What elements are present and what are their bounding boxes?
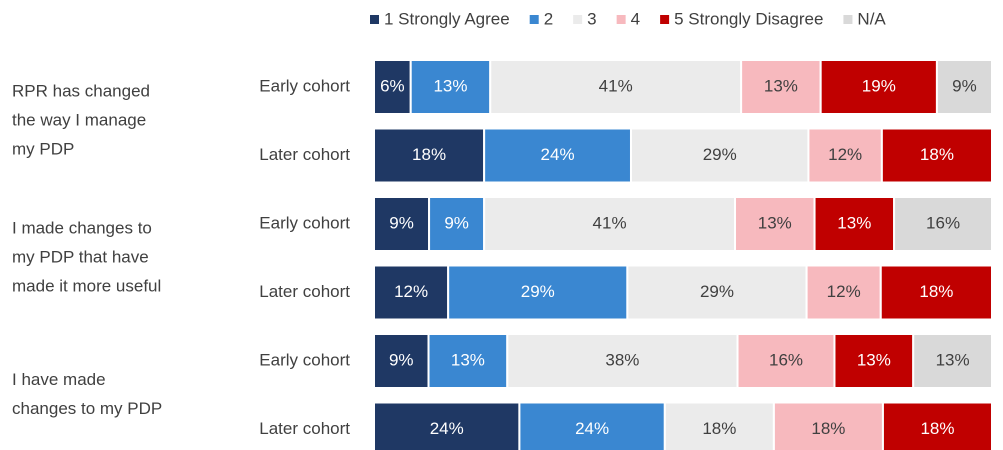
data-label: 12%	[827, 282, 861, 301]
data-label: 24%	[575, 419, 609, 438]
bar-segment	[483, 127, 632, 184]
bar-segment	[626, 264, 808, 321]
question-label: made it more useful	[12, 277, 161, 296]
legend-swatch	[616, 15, 626, 24]
bar-segment	[935, 59, 993, 115]
y-tick-label: Early cohort	[259, 213, 350, 232]
legend-label: 1 Strongly Agree	[384, 9, 510, 28]
legend-swatch	[843, 15, 853, 24]
bar-segment	[879, 264, 994, 321]
legend-label: 3	[587, 9, 596, 28]
question-label: changes to my PDP	[12, 399, 162, 418]
legend-label: 4	[631, 9, 640, 28]
data-label: 29%	[703, 145, 737, 164]
legend-label: 2	[544, 9, 553, 28]
data-label: 18%	[919, 282, 953, 301]
y-tick-label: Later cohort	[259, 419, 350, 438]
bar-segment	[447, 264, 629, 321]
bar-segment	[912, 333, 993, 389]
bar-segment	[833, 333, 915, 389]
bar-segment	[409, 59, 492, 115]
data-label: 18%	[412, 145, 446, 164]
data-label: 13%	[433, 76, 467, 95]
bar-segment	[373, 127, 486, 184]
data-label: 12%	[828, 145, 862, 164]
legend-swatch	[370, 15, 379, 24]
question-label: RPR has changed	[12, 82, 150, 101]
legend-swatch	[529, 15, 539, 24]
data-label: 18%	[811, 419, 845, 438]
data-label: 19%	[862, 76, 896, 95]
legend-label: 5 Strongly Disagree	[674, 9, 823, 28]
data-label: 13%	[758, 213, 792, 232]
bar-segment	[805, 264, 882, 321]
data-label: 13%	[837, 213, 871, 232]
bar-segment	[373, 59, 412, 115]
bar-segment	[880, 127, 993, 184]
bar-segment	[373, 401, 521, 450]
data-label: 18%	[920, 145, 954, 164]
y-tick-label: Later cohort	[259, 145, 350, 164]
data-label: 41%	[599, 76, 633, 95]
data-label: 16%	[926, 213, 960, 232]
bar-segment	[489, 59, 743, 115]
bar-segment	[893, 196, 993, 252]
y-tick-label: Early cohort	[259, 76, 350, 95]
data-label: 9%	[389, 350, 414, 369]
data-label: 38%	[605, 350, 639, 369]
data-label: 13%	[451, 350, 485, 369]
data-label: 13%	[936, 350, 970, 369]
bar-segment	[373, 333, 430, 389]
data-label: 9%	[444, 213, 469, 232]
legend-label: N/A	[857, 9, 886, 28]
data-label: 13%	[764, 76, 798, 95]
y-tick-label: Later cohort	[259, 282, 350, 301]
legend-swatch	[573, 15, 583, 24]
data-label: 12%	[394, 282, 428, 301]
data-label: 24%	[541, 145, 575, 164]
question-label: I have made	[12, 370, 106, 389]
legend-swatch	[660, 15, 670, 24]
data-label: 6%	[380, 76, 405, 95]
data-label: 9%	[389, 213, 414, 232]
bar-segment	[772, 401, 884, 450]
bar-segment	[518, 401, 666, 450]
question-label: my PDP	[12, 140, 74, 159]
bar-segment	[483, 196, 737, 252]
data-label: 9%	[952, 76, 977, 95]
bar-segment	[428, 196, 486, 252]
data-label: 41%	[593, 213, 627, 232]
data-label: 18%	[920, 419, 954, 438]
question-label: my PDP that have	[12, 248, 149, 267]
bar-segment	[506, 333, 739, 389]
data-label: 29%	[521, 282, 555, 301]
bar-segment	[629, 127, 810, 184]
data-label: 16%	[769, 350, 803, 369]
y-tick-label: Early cohort	[259, 350, 350, 369]
bar-segment	[881, 401, 993, 450]
question-label: I made changes to	[12, 219, 152, 238]
bar-segment	[819, 59, 938, 115]
question-label: the way I manage	[12, 111, 146, 130]
bar-segment	[373, 196, 431, 252]
bar-segment	[663, 401, 775, 450]
data-label: 24%	[430, 419, 464, 438]
data-label: 13%	[857, 350, 891, 369]
data-label: 29%	[700, 282, 734, 301]
bar-segment	[813, 196, 896, 252]
bar-segment	[807, 127, 883, 184]
data-label: 18%	[702, 419, 736, 438]
